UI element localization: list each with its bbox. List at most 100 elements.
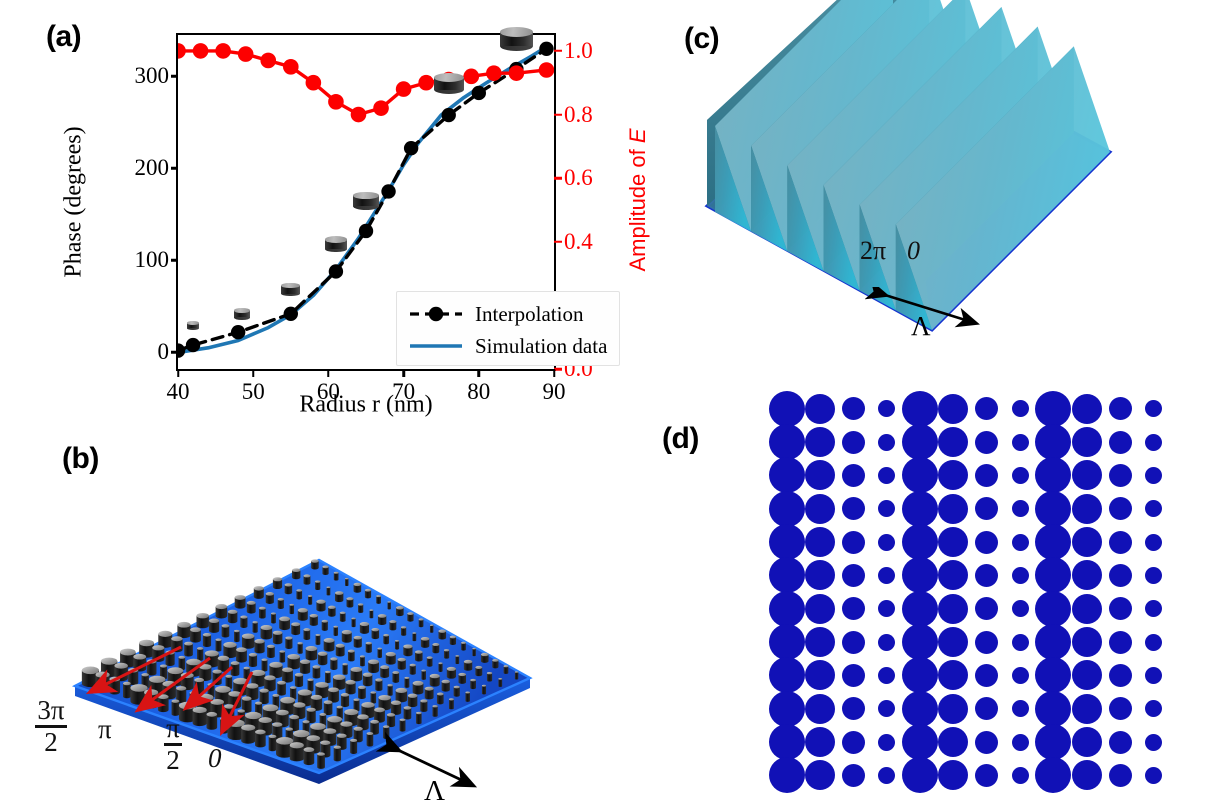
data-point-marker (237, 46, 254, 62)
nanopillar (285, 636, 293, 649)
nanopillar-body (420, 638, 430, 648)
nanopillar-body (272, 632, 283, 645)
array-dot (938, 593, 969, 624)
nanopillar-body (453, 687, 460, 697)
nanopillar-body (403, 646, 413, 657)
nanopillar-body (345, 682, 356, 695)
nanopillar (160, 664, 168, 680)
nanopillar-body (282, 669, 293, 683)
nanopillar-top (333, 625, 339, 628)
nanopillar-body (362, 674, 373, 687)
nanopillar-body (340, 694, 350, 708)
array-dot (1108, 497, 1132, 521)
nanopillar-body (429, 625, 434, 633)
nanopillar-body (401, 627, 407, 636)
y-tick-right: 0.8 (554, 102, 593, 128)
nanopillar-body (360, 656, 365, 667)
grating-tooth-face (787, 165, 824, 271)
nanopillar-top (394, 639, 400, 642)
nanopillar-body (438, 663, 443, 672)
pillar-inset-icon (353, 191, 379, 211)
nanopillar-body (294, 674, 304, 688)
nanopillar-top (258, 717, 273, 724)
array-dot (841, 430, 865, 454)
y-tick-right: 0.6 (554, 165, 593, 191)
nanopillar-body (315, 635, 321, 645)
nanopillar (139, 639, 154, 658)
nanopillar-top (100, 657, 118, 665)
x-tick: 40 (167, 369, 190, 405)
array-dot (1011, 533, 1029, 551)
array-dot (1144, 600, 1162, 618)
y-tick-right: 0.4 (554, 229, 593, 255)
nanopillar (346, 597, 354, 608)
nanopillar (325, 670, 331, 684)
array-dot (1108, 763, 1132, 787)
array-dot (938, 427, 969, 457)
data-point-marker (418, 74, 434, 91)
nanopillar (403, 644, 413, 657)
nanopillar-top (322, 565, 329, 569)
nanopillar-body (432, 706, 438, 717)
nanopillar-body (299, 661, 311, 674)
array-dot (1071, 560, 1102, 591)
nanopillar-top (252, 621, 258, 624)
nanopillar-top (284, 583, 293, 587)
nanopillar (223, 641, 237, 659)
nanopillar-body (333, 626, 339, 637)
nanopillar-top (364, 588, 372, 592)
nanopillar-top (160, 664, 168, 668)
nanopillar-top (130, 684, 148, 692)
y-tick-left: 300 (135, 63, 179, 89)
nanopillar-top (345, 680, 356, 685)
panel-a-phase-amplitude-chart: (a) Phase (degrees) Amplitude of E Radiu… (0, 0, 660, 420)
nanopillar-top (399, 718, 406, 722)
array-dot (1035, 690, 1072, 727)
grating-tooth-face (751, 145, 788, 252)
data-point-marker (463, 68, 480, 85)
nanopillar-body (227, 611, 238, 624)
nanopillar (404, 676, 410, 688)
nanopillar-body (122, 683, 131, 699)
nanopillar-top (277, 680, 286, 685)
array-dot (1144, 666, 1162, 684)
nanopillar-body (368, 661, 379, 674)
data-point-marker (178, 343, 186, 358)
nanopillar-top (420, 636, 430, 641)
nanopillar (254, 639, 265, 654)
nanopillar (390, 700, 402, 715)
nanopillar-body (463, 661, 473, 671)
array-dot (805, 660, 835, 691)
nanopillar-top (458, 672, 467, 677)
nanopillar-body (350, 669, 363, 682)
nanopillar-top (395, 687, 408, 694)
pillar-inset-icon (499, 26, 534, 51)
nanopillar (486, 671, 493, 682)
array-dot (768, 390, 805, 427)
phase-annotation-arrow-icon (85, 645, 182, 694)
array-dot (878, 733, 896, 751)
nanopillar-top (290, 686, 297, 690)
array-dot (1071, 527, 1102, 557)
nanopillar-top (254, 639, 265, 644)
nanopillar-top (293, 730, 310, 738)
array-dot (1108, 430, 1132, 454)
nanopillar-top (358, 603, 364, 606)
nanopillar-top (199, 664, 212, 670)
nanopillar-top (407, 612, 414, 615)
phase-label-0: 0 (208, 743, 222, 773)
nanopillar (370, 719, 379, 735)
nanopillar-top (481, 684, 487, 687)
array-dot (975, 597, 999, 621)
nanopillar-top (380, 665, 390, 670)
nanopillar (199, 664, 212, 681)
nanopillar (315, 580, 321, 590)
nanopillar-body (378, 697, 391, 711)
nanopillar-top (204, 650, 219, 657)
y-tick-left: 100 (135, 247, 179, 273)
nanopillar-body (223, 644, 237, 659)
nanopillar-top (212, 669, 222, 674)
nanopillar-top (306, 735, 321, 742)
nanopillar (426, 656, 433, 667)
nanopillar-body (197, 648, 204, 661)
